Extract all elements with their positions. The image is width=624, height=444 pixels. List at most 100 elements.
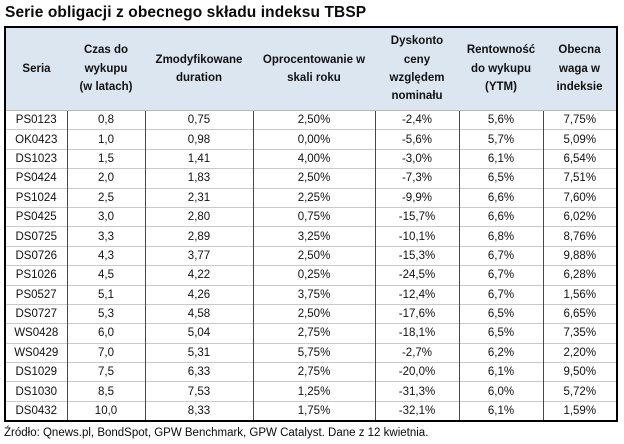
column-header-dyskonto: Dyskonto ceny względem nominału xyxy=(375,27,459,111)
value-cell: -2,7% xyxy=(374,342,459,363)
value-cell: 1,59% xyxy=(542,400,617,422)
value-cell: 7,53 xyxy=(144,381,253,402)
value-cell: 3,0 xyxy=(66,206,145,227)
value-cell: 1,41 xyxy=(144,148,253,169)
column-header-rentownosc: Rentowność do wykupu (YTM) xyxy=(459,27,543,111)
value-cell: 6,6% xyxy=(458,187,543,208)
value-cell: 8,76% xyxy=(542,226,617,247)
value-cell: 8,5 xyxy=(66,381,145,402)
table-row: DS0725 3,3 2,89 3,25% -10,1% 6,8% 8,76% xyxy=(5,226,617,247)
series-cell: PS0123 xyxy=(5,109,67,130)
table-row: DS0432 10,0 8,33 1,75% -32,1% 6,1% 1,59% xyxy=(5,400,617,422)
table-row: DS1030 8,5 7,53 1,25% -31,3% 6,0% 5,72% xyxy=(5,381,617,402)
value-cell: 1,5 xyxy=(66,148,145,169)
value-cell: 6,02% xyxy=(542,206,617,227)
value-cell: 7,51% xyxy=(542,168,617,189)
bond-table: Seria Czas do wykupu (w latach) Zmodyfik… xyxy=(4,26,618,423)
value-cell: 6,1% xyxy=(458,400,543,422)
value-cell: -15,7% xyxy=(374,206,459,227)
value-cell: 6,2% xyxy=(458,342,543,363)
value-cell: 5,09% xyxy=(542,129,617,150)
series-cell: WS0428 xyxy=(5,323,67,344)
page-title: Serie obligacji z obecnego składu indeks… xyxy=(5,4,367,21)
table-row: DS0727 5,3 4,58 2,50% -17,6% 6,5% 6,65% xyxy=(5,303,617,324)
value-cell: 4,3 xyxy=(66,245,145,266)
table-row: WS0428 6,0 5,04 2,75% -18,1% 6,5% 7,35% xyxy=(5,323,617,344)
value-cell: 2,31 xyxy=(144,187,253,208)
value-cell: 2,80 xyxy=(144,206,253,227)
table-body: PS0123 0,8 0,75 2,50% -2,4% 5,6% 7,75% OK0423 1,… xyxy=(5,109,617,422)
value-cell: 1,25% xyxy=(252,381,375,402)
value-cell: 5,3 xyxy=(66,303,145,324)
value-cell: 3,75% xyxy=(252,284,375,305)
value-cell: 6,8% xyxy=(458,226,543,247)
value-cell: 6,7% xyxy=(458,245,543,266)
value-cell: 0,00% xyxy=(252,129,375,150)
value-cell: 2,50% xyxy=(252,109,375,130)
value-cell: 6,1% xyxy=(458,362,543,382)
series-cell: DS0727 xyxy=(5,303,67,324)
value-cell: 1,75% xyxy=(252,400,375,422)
series-cell: DS0725 xyxy=(5,226,67,247)
value-cell: 5,1 xyxy=(66,284,145,305)
table-row: DS0726 4,3 3,77 2,50% -15,3% 6,7% 9,88% xyxy=(5,245,617,266)
value-cell: -9,9% xyxy=(374,187,459,208)
table-row: DS1023 1,5 1,41 4,00% -3,0% 6,1% 6,54% xyxy=(5,148,617,169)
value-cell: 6,5% xyxy=(458,168,543,189)
column-header-seria: Seria xyxy=(5,27,67,111)
series-cell: PS0425 xyxy=(5,206,67,227)
table-header: Seria Czas do wykupu (w latach) Zmodyfik… xyxy=(5,27,617,111)
value-cell: 2,20% xyxy=(542,342,617,363)
value-cell: -3,0% xyxy=(374,148,459,169)
value-cell: 6,0 xyxy=(66,323,145,344)
series-cell: DS1023 xyxy=(5,148,67,169)
series-cell: PS0527 xyxy=(5,284,67,305)
value-cell: -31,3% xyxy=(374,381,459,402)
column-header-czas-do-wykupu: Czas do wykupu (w latach) xyxy=(67,27,145,111)
value-cell: 2,75% xyxy=(252,323,375,344)
value-cell: 2,89 xyxy=(144,226,253,247)
value-cell: -2,4% xyxy=(374,109,459,130)
value-cell: 0,8 xyxy=(66,109,145,130)
value-cell: -12,4% xyxy=(374,284,459,305)
table-row: PS0527 5,1 4,26 3,75% -12,4% 6,7% 1,56% xyxy=(5,284,617,305)
table-row: PS1026 4,5 4,22 0,25% -24,5% 6,7% 6,28% xyxy=(5,265,617,286)
value-cell: 4,5 xyxy=(66,265,145,286)
value-cell: 6,5% xyxy=(458,303,543,324)
series-cell: OK0423 xyxy=(5,129,67,150)
value-cell: -20,0% xyxy=(374,362,459,382)
value-cell: 5,72% xyxy=(542,381,617,402)
value-cell: 2,50% xyxy=(252,303,375,324)
table-row: OK0423 1,0 0,98 0,00% -5,6% 5,7% 5,09% xyxy=(5,129,617,150)
value-cell: 1,56% xyxy=(542,284,617,305)
value-cell: 0,98 xyxy=(144,129,253,150)
value-cell: -24,5% xyxy=(374,265,459,286)
value-cell: 6,0% xyxy=(458,381,543,402)
value-cell: 9,88% xyxy=(542,245,617,266)
value-cell: 4,22 xyxy=(144,265,253,286)
value-cell: -10,1% xyxy=(374,226,459,247)
table-row: DS1029 7,5 6,33 2,75% -20,0% 6,1% 9,50% xyxy=(5,362,617,382)
value-cell: 1,0 xyxy=(66,129,145,150)
value-cell: 0,25% xyxy=(252,265,375,286)
series-cell: DS0432 xyxy=(5,400,67,422)
value-cell: -18,1% xyxy=(374,323,459,344)
value-cell: 6,1% xyxy=(458,148,543,169)
value-cell: 6,7% xyxy=(458,265,543,286)
value-cell: 9,50% xyxy=(542,362,617,382)
value-cell: -5,6% xyxy=(374,129,459,150)
value-cell: 7,60% xyxy=(542,187,617,208)
value-cell: 2,5 xyxy=(66,187,145,208)
value-cell: 7,0 xyxy=(66,342,145,363)
value-cell: 5,31 xyxy=(144,342,253,363)
series-cell: PS1024 xyxy=(5,187,67,208)
value-cell: 6,5% xyxy=(458,323,543,344)
value-cell: 6,7% xyxy=(458,284,543,305)
series-cell: PS0424 xyxy=(5,168,67,189)
column-header-oprocentowanie: Oprocentowanie w skali roku xyxy=(253,27,375,111)
series-cell: DS0726 xyxy=(5,245,67,266)
source-note: Źródło: Qnews.pl, BondSpot, GPW Benchmar… xyxy=(4,427,429,440)
series-cell: DS1029 xyxy=(5,362,67,382)
header-row: Seria Czas do wykupu (w latach) Zmodyfik… xyxy=(5,27,617,111)
